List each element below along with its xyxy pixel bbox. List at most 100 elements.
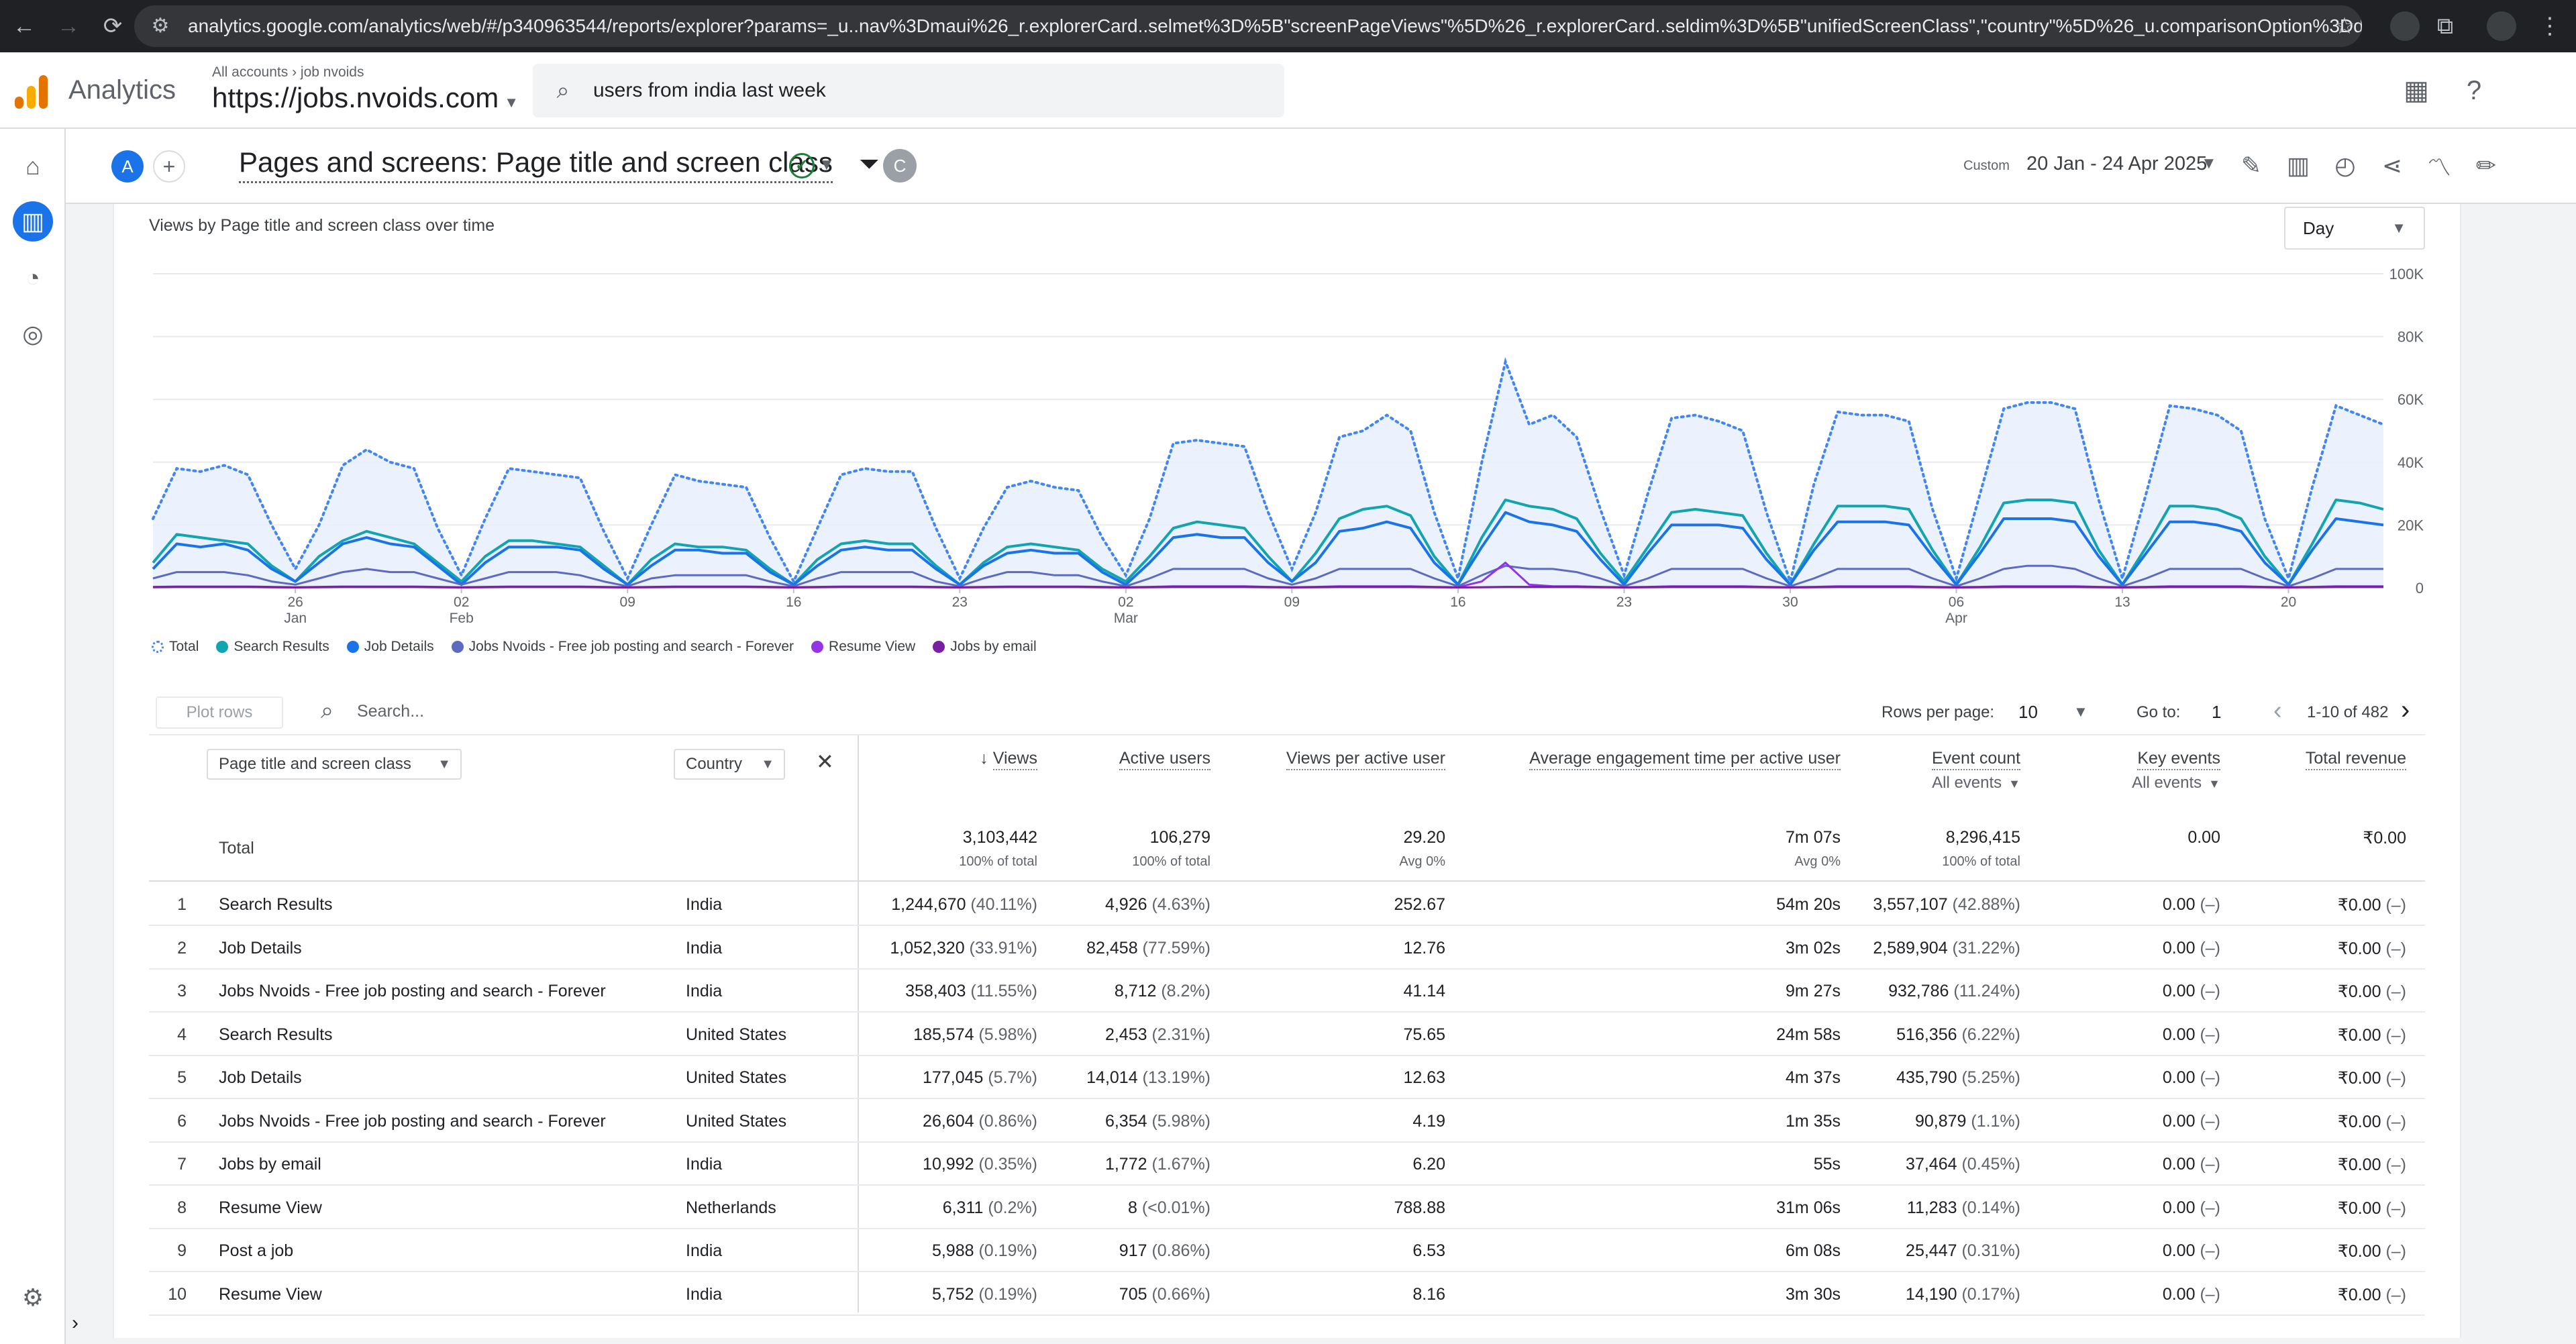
row-index: 6: [177, 1111, 187, 1131]
table-row[interactable]: 10 Resume View India 5,752 (0.19%) 705 (0.66…: [149, 1273, 2425, 1316]
bookmark-star-icon[interactable]: ☆: [2334, 13, 2355, 39]
event-filter-select[interactable]: All events ▼: [1932, 774, 2020, 792]
caret-down-icon[interactable]: ▼: [819, 156, 835, 174]
metric-percent: (0.17%): [1957, 1284, 2020, 1304]
column-label: Views: [992, 749, 1037, 770]
home-icon[interactable]: ⌂: [25, 152, 40, 180]
metric-value: 3,557,107: [1873, 895, 1948, 914]
expand-nav-icon[interactable]: ›: [72, 1312, 79, 1334]
metric-percent: (–): [2195, 1155, 2220, 1174]
share-icon[interactable]: ⋖: [2381, 152, 2403, 179]
back-icon[interactable]: ←: [13, 13, 36, 39]
table-row[interactable]: 3 Jobs Nvoids - Free job posting and sear…: [149, 970, 2425, 1013]
secondary-dimension-select[interactable]: Country ▼: [674, 749, 785, 780]
table-search-input[interactable]: Search...: [357, 702, 425, 721]
metric-cell: 252.67: [1394, 895, 1445, 915]
address-bar[interactable]: ⚙ analytics.google.com/analytics/web/#/p…: [134, 5, 2362, 47]
reports-icon[interactable]: ▥: [13, 201, 53, 242]
series-line: [152, 499, 2384, 586]
help-icon[interactable]: ?: [2466, 75, 2482, 105]
column-header-views[interactable]: ↓ Views: [980, 749, 1037, 770]
property-selector[interactable]: https://jobs.nvoids.com ▼: [212, 82, 519, 114]
table-row[interactable]: 5 Job Details United States 177,045 (5.7%) 1…: [149, 1056, 2425, 1099]
caret-down-icon[interactable]: ▼: [2073, 703, 2088, 720]
search-bar[interactable]: ⌕ users from india last week: [533, 64, 1284, 117]
metric-percent: (–): [2381, 982, 2406, 1001]
table-row[interactable]: 2 Job Details India 1,052,320 (33.91%) 82,45…: [149, 927, 2425, 970]
prev-page-icon[interactable]: ‹: [2273, 696, 2282, 725]
caret-down-icon[interactable]: ▼: [2201, 154, 2217, 172]
primary-dimension-select[interactable]: Page title and screen class ▼: [207, 749, 462, 780]
legend-item[interactable]: Job Details: [346, 639, 434, 655]
row-index: 2: [177, 938, 187, 958]
reload-icon[interactable]: ⟳: [103, 13, 123, 39]
site-info-icon[interactable]: ⚙: [151, 15, 170, 37]
settings-gear-icon[interactable]: ⚙: [21, 1284, 44, 1311]
table-row[interactable]: 4 Search Results United States 185,574 (5.9…: [149, 1013, 2425, 1056]
table-row[interactable]: 8 Resume View Netherlands 6,311 (0.2%) 8 (<0…: [149, 1186, 2425, 1229]
report-title[interactable]: Pages and screens: Page title and screen…: [239, 146, 833, 183]
filter-icon[interactable]: ⏷: [859, 150, 880, 178]
metric-cell: 0.00 (–): [2163, 1198, 2220, 1218]
metric-cell: 25,447 (0.31%): [1906, 1241, 2020, 1261]
metric-cell: 37,464 (0.45%): [1906, 1155, 2020, 1174]
explore-icon[interactable]: ◔: [25, 264, 40, 291]
extensions-puzzle-icon[interactable]: ⧉: [2436, 13, 2454, 39]
comparison-badge[interactable]: C: [883, 149, 917, 183]
legend-item[interactable]: Jobs Nvoids - Free job posting and searc…: [451, 639, 794, 655]
customize-report-icon[interactable]: ▥: [2286, 152, 2310, 179]
compare-icon[interactable]: ◴: [2334, 152, 2356, 179]
table-row[interactable]: 6 Jobs Nvoids - Free job posting and sear…: [149, 1100, 2425, 1143]
metric-percent: (–): [2195, 982, 2220, 1000]
profile-avatar[interactable]: [2487, 11, 2516, 41]
rows-per-page-select[interactable]: 10: [2018, 702, 2038, 722]
column-header-views-per-user[interactable]: Views per active user: [1286, 749, 1445, 770]
metric-cell: 0.00 (–): [2163, 1285, 2220, 1304]
metric-cell: 54m 20s: [1776, 895, 1841, 915]
column-header-active-users[interactable]: Active users: [1119, 749, 1210, 770]
remove-dimension-icon[interactable]: ✕: [816, 749, 834, 774]
legend-item[interactable]: Total: [152, 639, 199, 655]
search-query[interactable]: users from india last week: [593, 79, 826, 101]
next-page-icon[interactable]: ›: [2401, 695, 2410, 725]
column-header-avg-engagement[interactable]: Average engagement time per active user: [1529, 749, 1841, 770]
metric-cell: 8 (<0.01%): [1128, 1198, 1210, 1218]
metric-cell: 358,403 (11.55%): [905, 982, 1037, 1001]
metric-cell: 0.00 (–): [2163, 895, 2220, 915]
account-breadcrumb[interactable]: All accounts › job nvoids: [212, 64, 364, 81]
extension-icon[interactable]: [2390, 11, 2420, 41]
key-event-filter-select[interactable]: All events ▼: [2132, 774, 2220, 792]
metric-percent: (–): [2195, 1241, 2220, 1260]
legend-item[interactable]: Resume View: [811, 639, 915, 655]
chart-title: Views by Page title and screen class ove…: [149, 216, 495, 235]
insights-note-icon[interactable]: ✎: [2240, 152, 2262, 179]
legend-item[interactable]: Search Results: [216, 639, 329, 655]
breadcrumb-root[interactable]: All accounts: [212, 64, 289, 80]
breadcrumb-account[interactable]: job nvoids: [300, 64, 364, 80]
trend-icon[interactable]: 〽: [2426, 154, 2451, 181]
interval-select[interactable]: Day ▼: [2284, 207, 2425, 250]
goto-input[interactable]: 1: [2212, 702, 2222, 722]
legend-item[interactable]: Jobs by email: [933, 639, 1037, 655]
metric-value: 82,458: [1086, 938, 1138, 958]
caret-down-icon: ▼: [2391, 219, 2406, 236]
column-header-event-count[interactable]: Event count All events ▼: [1931, 749, 2020, 792]
add-comparison-button[interactable]: +: [153, 150, 185, 183]
metric-cell: 932,786 (11.24%): [1888, 982, 2020, 1001]
segment-badge[interactable]: A: [111, 150, 144, 183]
metric-cell: 0.00 (–): [2163, 939, 2220, 958]
browser-menu-icon[interactable]: ⋮: [2538, 13, 2561, 39]
plot-rows-button[interactable]: Plot rows: [156, 696, 283, 729]
date-range-picker[interactable]: 20 Jan - 24 Apr 2025: [2026, 153, 2208, 174]
row-index: 4: [177, 1025, 187, 1044]
series-area-total: [153, 362, 2383, 588]
advertising-icon[interactable]: ◎: [22, 320, 44, 348]
table-row[interactable]: 7 Jobs by email India 10,992 (0.35%) 1,772 (…: [149, 1143, 2425, 1186]
table-row[interactable]: 9 Post a job India 5,988 (0.19%) 917 (0.86%)…: [149, 1229, 2425, 1272]
table-row[interactable]: 1 Search Results India 1,244,670 (40.11%) 4,…: [149, 883, 2425, 926]
column-header-total-revenue[interactable]: Total revenue: [2305, 749, 2406, 770]
apps-grid-icon[interactable]: ▦: [2404, 76, 2429, 105]
column-header-key-events[interactable]: Key events All events ▼: [2132, 749, 2220, 792]
edit-pencil-icon[interactable]: ✏: [2475, 152, 2497, 179]
forward-icon[interactable]: →: [57, 13, 80, 39]
